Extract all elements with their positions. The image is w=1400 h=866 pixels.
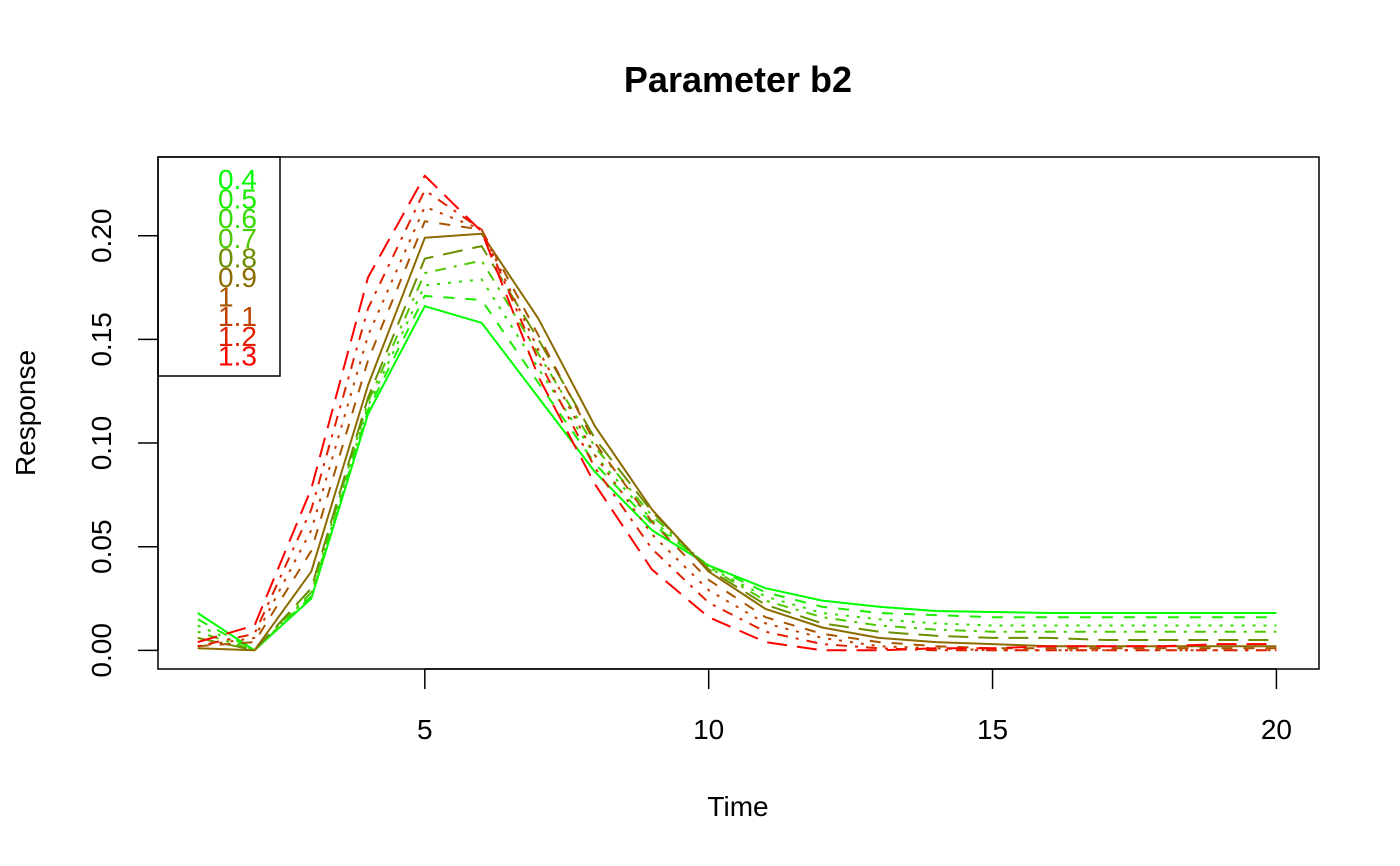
x-tick-label: 5 <box>417 714 433 745</box>
series-line-0-6 <box>197 278 1277 652</box>
legend-box <box>157 156 281 377</box>
y-tick-label: 0.05 <box>86 519 117 574</box>
legend-label: 0.8 <box>218 242 257 273</box>
y-tick-label: 0.20 <box>86 209 117 264</box>
series-line-0-4 <box>197 305 1277 652</box>
legend-label: 0.5 <box>218 184 257 215</box>
series-line-1-2 <box>197 189 1277 652</box>
legend-label: 1.1 <box>218 301 257 332</box>
series-line-0-5 <box>197 294 1277 652</box>
y-axis-label: Response <box>10 350 41 476</box>
y-axis: 0.00 0.05 0.10 0.15 0.20 <box>86 209 159 678</box>
x-axis: 5 10 15 20 <box>417 668 1292 745</box>
x-axis-label: Time <box>707 791 768 822</box>
chart-title: Parameter b2 <box>624 59 852 100</box>
y-tick-label: 0.00 <box>86 623 117 678</box>
series-line-1 <box>197 220 1277 650</box>
legend: 0.40.50.60.70.80.911.11.21.3 <box>157 156 281 377</box>
legend-label: 1 <box>218 282 234 313</box>
legend-label: 0.7 <box>218 223 257 254</box>
series-line-0-8 <box>197 245 1277 652</box>
series-line-1-3 <box>197 174 1277 652</box>
x-tick-label: 15 <box>977 714 1008 745</box>
series-group <box>197 174 1277 652</box>
legend-label: 1.2 <box>218 321 257 352</box>
y-tick-label: 0.15 <box>86 312 117 367</box>
legend-label: 0.6 <box>218 203 257 234</box>
x-tick-label: 20 <box>1261 714 1292 745</box>
legend-label: 1.3 <box>218 340 257 371</box>
series-line-1-1 <box>197 205 1277 652</box>
y-tick-label: 0.10 <box>86 416 117 471</box>
legend-label: 0.9 <box>218 262 257 293</box>
series-line-0-7 <box>197 259 1277 652</box>
legend-label: 0.4 <box>218 164 257 195</box>
x-tick-label: 10 <box>693 714 724 745</box>
